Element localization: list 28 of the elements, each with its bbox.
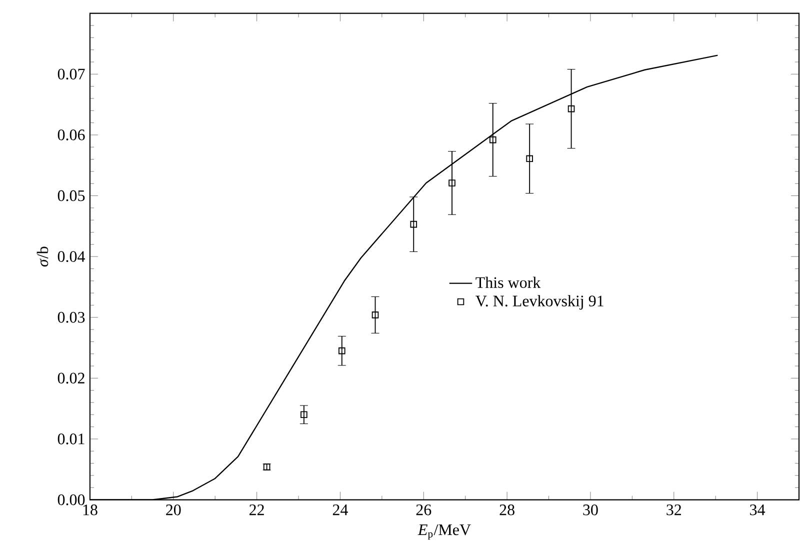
point: [338, 347, 346, 354]
x-tick-label: 30: [583, 504, 598, 516]
x-tick-label: 22: [250, 504, 264, 515]
x-tick-label: 26: [416, 504, 432, 516]
point: [489, 136, 496, 144]
point: [568, 105, 575, 112]
y-tick-label: 0.01: [58, 433, 84, 444]
y-tick-label: 0.02: [58, 372, 84, 384]
y-tick-label: 0.04: [58, 250, 86, 262]
point: [526, 155, 533, 162]
legend-label: This work: [476, 276, 541, 288]
point: [300, 411, 308, 418]
point: [372, 311, 379, 318]
y-tick-label: 0.00: [58, 494, 85, 506]
x-tick-label: 34: [750, 504, 766, 516]
point: [448, 179, 456, 186]
y-tick-label: 0.07: [58, 68, 85, 80]
x-tick-label: 32: [666, 504, 681, 516]
x-tick-label: 18: [83, 504, 98, 516]
x-axis-title: E$_{p}$/MeV: [418, 524, 471, 540]
x-tick-label: 28: [500, 504, 514, 516]
x-tick-label: 20: [166, 504, 181, 516]
y-tick-label: 0.05: [58, 190, 85, 201]
y-tick-label: 0.03: [58, 312, 85, 323]
legend-label: V. N. Levkovskij 91: [476, 294, 604, 310]
point: [410, 220, 418, 228]
y-tick-label: 0.06: [58, 129, 85, 140]
x-tick-label: 24: [332, 504, 348, 515]
